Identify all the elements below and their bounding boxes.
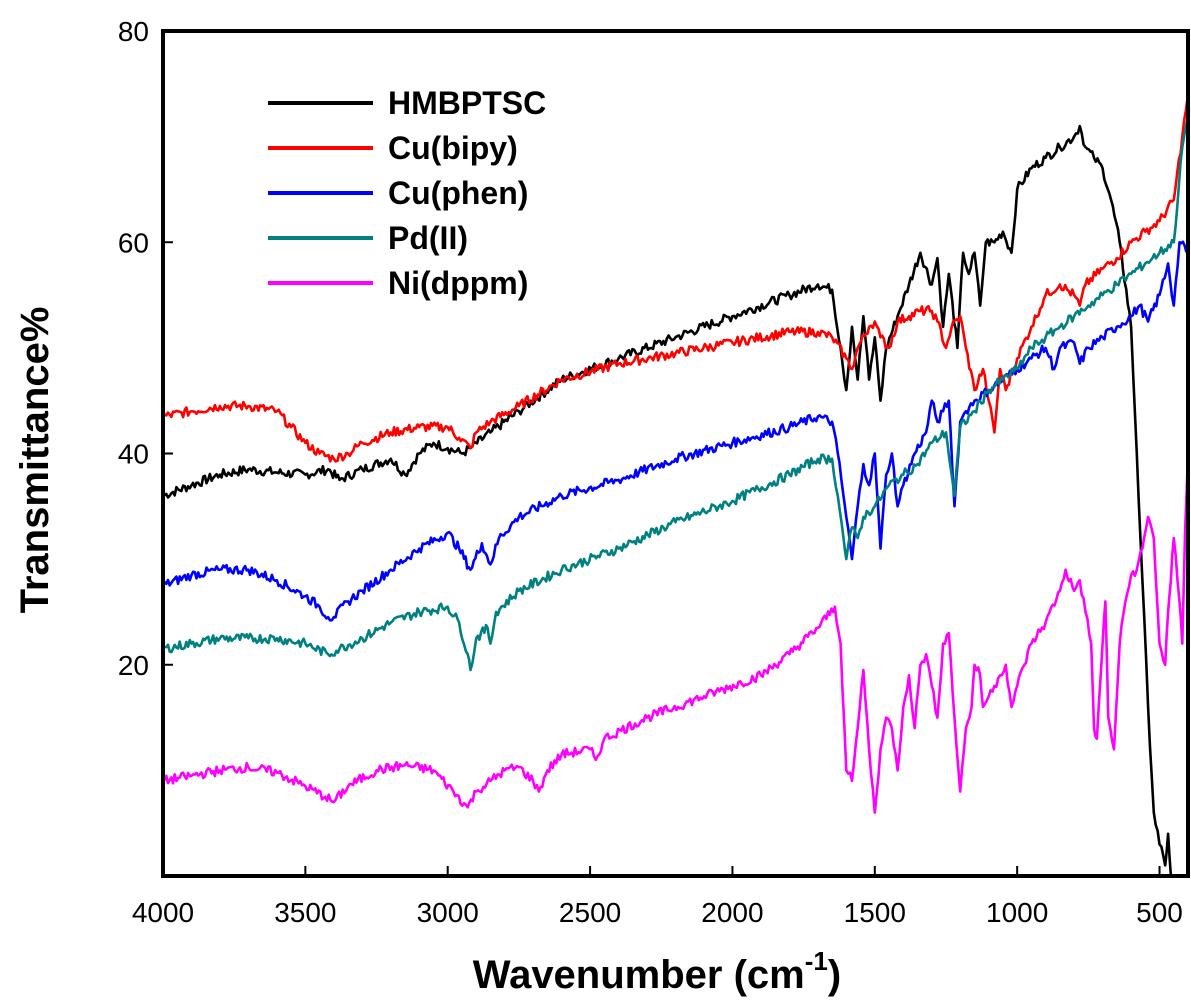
x-tick-label: 3500 — [274, 897, 336, 928]
y-tick-label: 40 — [118, 439, 149, 470]
legend: HMBPTSC Cu(bipy) Cu(phen) Pd(II) Ni(dppm) — [268, 85, 546, 301]
y-axis-title: Transmittance% — [13, 307, 57, 614]
y-tick-label: 60 — [118, 227, 149, 258]
x-tick-label: 1000 — [986, 897, 1048, 928]
y-tick-label: 80 — [118, 16, 149, 47]
series-line-4 — [161, 452, 1190, 814]
series-line-3 — [161, 114, 1190, 672]
legend-label: Cu(phen) — [388, 175, 528, 211]
legend-label: Pd(II) — [388, 220, 468, 256]
x-tick-label: 1500 — [844, 897, 906, 928]
y-axis-ticks: 20 40 60 80 — [118, 16, 173, 681]
x-tick-label: 3000 — [417, 897, 479, 928]
legend-label: Ni(dppm) — [388, 265, 528, 301]
series-layer — [161, 93, 1190, 878]
legend-label: HMBPTSC — [388, 85, 546, 121]
legend-label: Cu(bipy) — [388, 130, 518, 166]
x-tick-label: 2500 — [559, 897, 621, 928]
x-tick-label: 2000 — [701, 897, 763, 928]
series-line-2 — [161, 240, 1190, 622]
x-tick-label: 4000 — [132, 897, 194, 928]
x-axis-ticks: 4000 3500 3000 2500 2000 1500 1000 500 — [132, 866, 1183, 928]
series-line-0 — [161, 124, 1173, 878]
x-axis-title: Wavenumber (cm-1) — [473, 946, 841, 997]
y-tick-label: 20 — [118, 650, 149, 681]
x-tick-label: 500 — [1136, 897, 1183, 928]
